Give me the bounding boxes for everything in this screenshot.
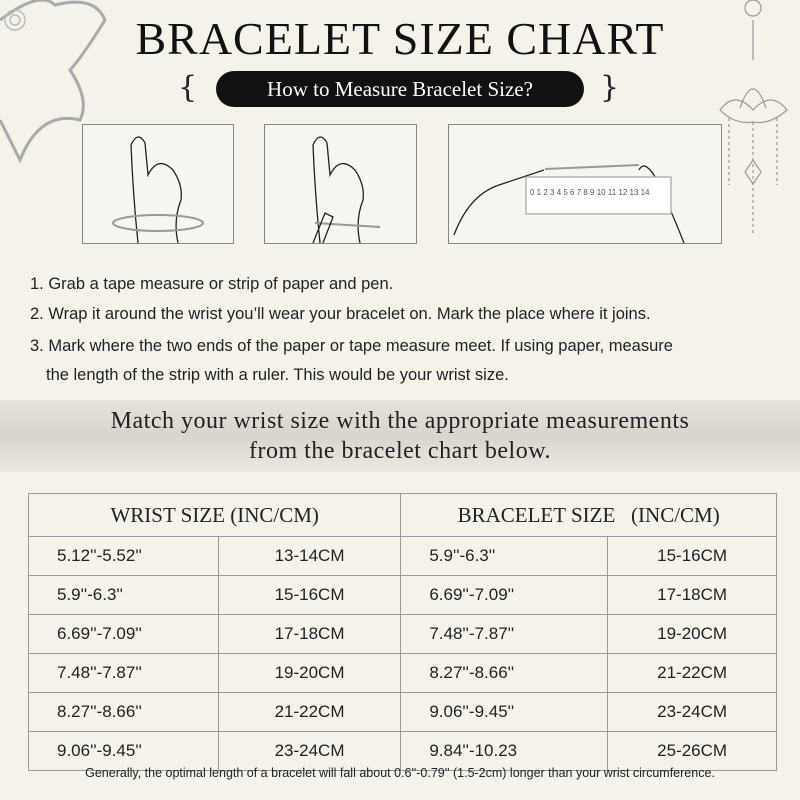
size-table: WRIST SIZE (INC/CM) BRACELET SIZE (INC/C… [27,493,777,771]
wrist-inches-cell: 5.9''-6.3'' [28,575,219,615]
step-3-continued: the length of the strip with a ruler. Th… [46,366,509,384]
wrist-inches-cell: 6.69''-7.09'' [28,614,219,654]
table-row: 7.48''-7.87'' 19-20CM 8.27''-8.66'' 21-22CM [28,653,777,693]
wrist-cm-cell: 13-14CM [217,536,402,576]
step-1: 1. Grab a tape measure or strip of paper… [30,275,394,293]
bracelet-inches-cell: 5.9''-6.3'' [400,536,609,576]
band-line-2: from the bracelet chart below. [249,438,551,464]
illustration-wrap-wrist [82,124,234,244]
wrist-cm-cell: 17-18CM [217,614,402,654]
bracelet-cm-cell: 19-20CM [607,614,777,654]
table-row: 9.06''-9.45'' 23-24CM 9.84''-10.23 25-26CM [28,731,777,771]
page-title: BRACELET SIZE CHART [135,13,665,64]
footnote: Generally, the optimal length of a brace… [85,766,715,780]
table-row: 6.69''-7.09'' 17-18CM 7.48''-7.87'' 19-20CM [28,614,777,654]
bracelet-inches-cell: 9.84''-10.23 [400,731,609,771]
wrist-cm-cell: 19-20CM [217,653,402,693]
bracelet-size-header: BRACELET SIZE (INC/CM) [400,493,777,537]
illustration-mark-wrist [264,124,417,244]
ruler-numbers: 0 1 2 3 4 5 6 7 8 9 10 11 12 13 14 [530,188,650,197]
bracelet-inches-cell: 9.06''-9.45'' [400,692,609,732]
subtitle-pill: How to Measure Bracelet Size? [216,71,584,107]
table-row: 8.27''-8.66'' 21-22CM 9.06''-9.45'' 23-24CM [28,692,777,732]
bracelet-cm-cell: 17-18CM [607,575,777,615]
bracelet-inches-cell: 7.48''-7.87'' [400,614,609,654]
instruction-band: Match your wrist size with the appropria… [0,400,800,472]
illustration-ruler: 0 1 2 3 4 5 6 7 8 9 10 11 12 13 14 [448,124,722,244]
wrist-cm-cell: 15-16CM [217,575,402,615]
wrist-inches-cell: 8.27''-8.66'' [28,692,219,732]
wrist-inches-cell: 7.48''-7.87'' [28,653,219,693]
wrist-cm-cell: 21-22CM [217,692,402,732]
step-2: 2. Wrap it around the wrist you’ll wear … [30,305,651,323]
hand-wrap-icon [112,136,204,244]
lotus-mobile-ornament-icon [719,0,788,235]
bracelet-cm-cell: 23-24CM [607,692,777,732]
bracelet-inches-cell: 8.27''-8.66'' [400,653,609,693]
wrist-size-header: WRIST SIZE (INC/CM) [27,493,402,537]
bracelet-inches-cell: 6.69''-7.09'' [400,575,609,615]
lotus-ornament-icon [0,0,107,164]
bracelet-cm-cell: 25-26CM [607,731,777,771]
bracelet-cm-cell: 15-16CM [607,536,777,576]
wrist-cm-cell: 23-24CM [217,731,402,771]
bracelet-cm-cell: 21-22CM [607,653,777,693]
left-flourish-icon: { [178,70,198,105]
ruler-measure-icon: 0 1 2 3 4 5 6 7 8 9 10 11 12 13 14 [453,164,685,244]
right-flourish-icon: } [600,70,620,105]
table-header-row: WRIST SIZE (INC/CM) BRACELET SIZE (INC/C… [27,493,777,537]
table-row: 5.12''-5.52'' 13-14CM 5.9''-6.3'' 15-16CM [28,536,777,576]
step-3: 3. Mark where the two ends of the paper … [30,337,673,355]
wrist-inches-cell: 9.06''-9.45'' [28,731,219,771]
band-line-1: Match your wrist size with the appropria… [110,408,690,434]
hand-mark-icon [312,136,381,244]
wrist-inches-cell: 5.12''-5.52'' [28,536,219,576]
table-row: 5.9''-6.3'' 15-16CM 6.69''-7.09'' 17-18CM [28,575,777,615]
